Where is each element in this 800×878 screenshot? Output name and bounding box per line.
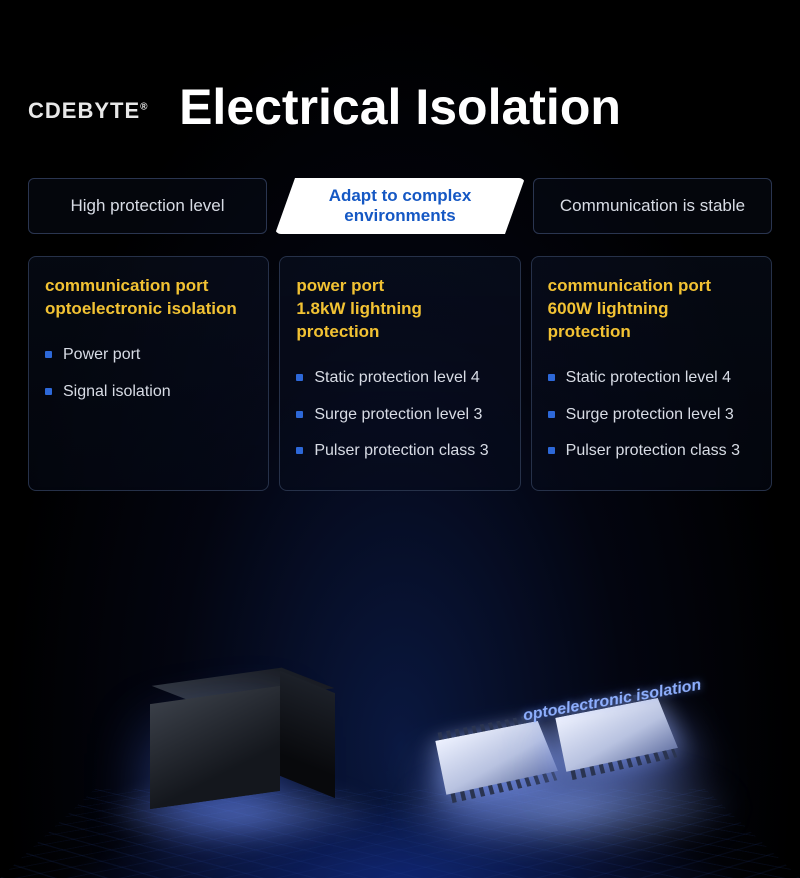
list-item: Signal isolation [45,374,252,411]
brand-logo: CDEBYTE® [28,98,149,124]
list-item: Surge protection level 3 [548,397,755,434]
registered-icon: ® [140,102,148,113]
tab-stable[interactable]: Communication is stable [533,178,772,234]
tab-row: High protection level Adapt to complex e… [0,178,800,234]
tab-protection[interactable]: High protection level [28,178,267,234]
card-comm-opto: communication port optoelectronic isolat… [28,256,269,491]
chip-icon [435,721,558,795]
heading-line1: communication port [548,276,711,295]
list-item: Static protection level 4 [548,360,755,397]
heading-line2: 600W lightning protection [548,299,669,341]
box-front-face [150,686,280,809]
feature-list: Static protection level 4 Surge protecti… [296,360,503,470]
product-scene: optoelectronic isolation [0,578,800,878]
heading-line2: optoelectronic isolation [45,299,237,318]
feature-list: Power port Signal isolation [45,337,252,411]
box-side-face [280,671,335,798]
card-heading: power port 1.8kW lightning protection [296,275,503,344]
card-heading: communication port 600W lightning protec… [548,275,755,344]
list-item: Surge protection level 3 [296,397,503,434]
tab-environments[interactable]: Adapt to complex environments [275,178,525,234]
heading-line1: communication port [45,276,208,295]
feature-list: Static protection level 4 Surge protecti… [548,360,755,470]
heading-line2: 1.8kW lightning protection [296,299,422,341]
list-item: Pulser protection class 3 [296,433,503,470]
list-item: Power port [45,337,252,374]
card-heading: communication port optoelectronic isolat… [45,275,252,321]
brand-text: CDEBYTE [28,98,140,123]
card-comm-600w: communication port 600W lightning protec… [531,256,772,491]
list-item: Pulser protection class 3 [548,433,755,470]
heading-line1: power port [296,276,384,295]
card-power: power port 1.8kW lightning protection St… [279,256,520,491]
feature-cards: communication port optoelectronic isolat… [0,256,800,491]
list-item: Static protection level 4 [296,360,503,397]
